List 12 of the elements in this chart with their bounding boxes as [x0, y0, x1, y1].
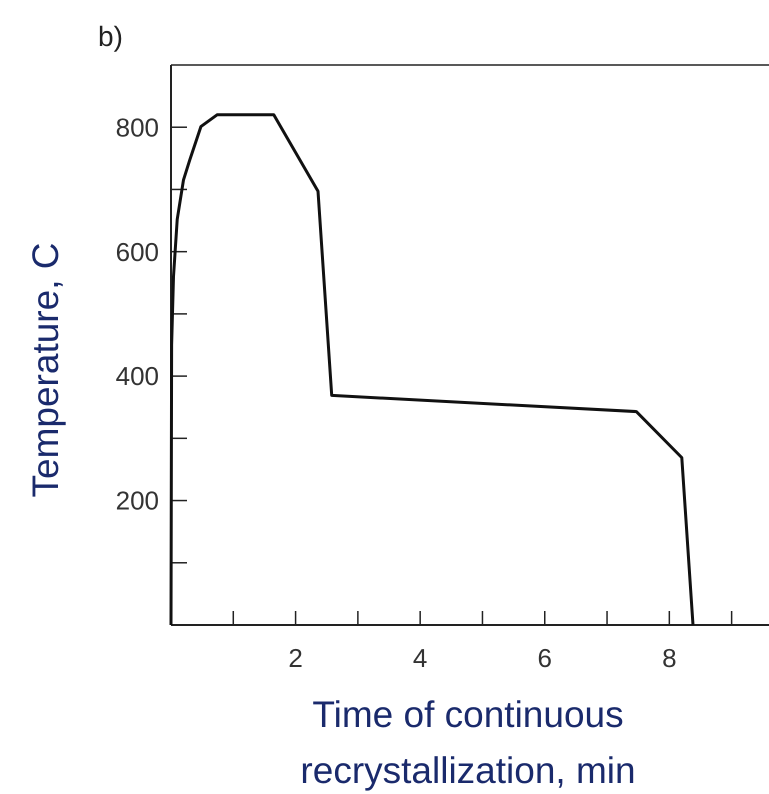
y-tick-label: 600 [116, 236, 159, 267]
y-axis-title: Temperature, C [25, 242, 66, 498]
chart-title: b) [98, 21, 123, 52]
x-tick-label: 6 [538, 643, 552, 673]
y-tick-label: 800 [116, 112, 159, 142]
x-axis-title: Time of continuous recrystallization, min [300, 694, 636, 791]
y-tick-label: 400 [116, 361, 159, 392]
x-tick-label: 2 [288, 643, 303, 673]
line-series [170, 113, 695, 626]
x-tick-label: 8 [662, 643, 677, 673]
x-tick-label: 4 [412, 643, 428, 673]
y-tick-label: 200 [116, 486, 159, 516]
